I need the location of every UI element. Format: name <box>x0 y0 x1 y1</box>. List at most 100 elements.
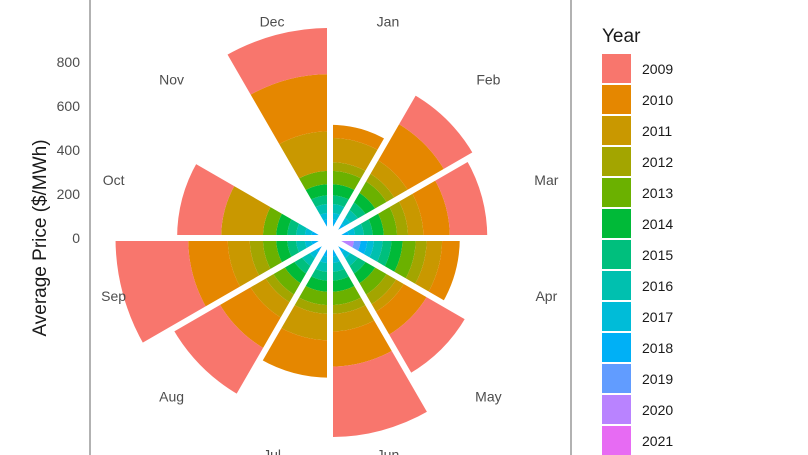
legend-swatch-2017 <box>602 302 631 331</box>
legend-swatch-2010 <box>602 85 631 114</box>
month-label-jan: Jan <box>377 14 400 30</box>
legend-swatch-2015 <box>602 240 631 269</box>
bar-aug-2014 <box>283 259 309 285</box>
y-axis-ticks: 0 200 400 600 800 <box>57 54 81 246</box>
wedge-separator <box>327 37 448 240</box>
legend: Year 2009 2010 2011 2012 2013 2014 2015 2016 201… <box>602 26 673 455</box>
month-label-aug: Aug <box>159 388 184 404</box>
wedge-separator <box>129 235 332 356</box>
bar-feb-2014 <box>351 191 377 217</box>
bar-sep-2009 <box>115 238 208 346</box>
bar-may-2010 <box>373 281 429 337</box>
bar-jun-2014 <box>330 275 357 292</box>
legend-label-2020: 2020 <box>642 402 673 418</box>
bar-jun-2013 <box>330 284 364 306</box>
bar-may-2015 <box>347 255 368 276</box>
legend-label-2019: 2019 <box>642 371 673 387</box>
legend-swatch-2013 <box>602 178 631 207</box>
bar-aug-2011 <box>249 275 293 319</box>
y-tick-800: 800 <box>57 54 81 70</box>
bar-jan-2014 <box>330 184 357 201</box>
legend-label-2009: 2009 <box>642 61 673 77</box>
legend-swatch-2019 <box>602 364 631 393</box>
bar-sep-2012 <box>249 238 272 279</box>
bar-apr-2012 <box>404 238 427 287</box>
legend-items: 2009 2010 2011 2012 2013 2014 2015 2016 2017 2018… <box>602 54 673 455</box>
month-label-jul: Jul <box>263 446 281 455</box>
bar-sep-2011 <box>227 238 261 290</box>
legend-label-2018: 2018 <box>642 340 673 356</box>
wedge-separator <box>129 120 332 241</box>
wedge-separator <box>327 236 448 439</box>
bar-sep-2014 <box>276 238 293 265</box>
bar-jul-2014 <box>303 275 330 292</box>
bar-may-2011 <box>369 277 406 314</box>
bar-apr-2014 <box>383 238 403 275</box>
bar-mar-2010 <box>410 178 450 238</box>
month-label-mar: Mar <box>534 172 558 188</box>
month-label-may: May <box>475 388 501 404</box>
y-axis-label: Average Price ($/MWh) <box>30 139 51 336</box>
legend-swatch-2009 <box>602 54 631 83</box>
bar-jul-2013 <box>296 284 330 306</box>
bar-aug-2010 <box>218 284 284 350</box>
month-label-apr: Apr <box>535 288 557 304</box>
bar-jun-2011 <box>330 303 377 332</box>
bar-jan-2011 <box>330 137 381 173</box>
bar-may-2014 <box>351 259 377 285</box>
bar-apr-2011 <box>413 238 443 295</box>
bar-jun-2010 <box>330 318 395 367</box>
bar-sep-2010 <box>188 238 242 309</box>
wedge-separator <box>212 236 333 439</box>
bar-mar-2009 <box>433 159 488 238</box>
bar-apr-2016 <box>368 238 383 265</box>
legend-swatch-2012 <box>602 147 631 176</box>
legend-label-2016: 2016 <box>642 278 673 294</box>
legend-swatch-2021 <box>602 426 631 455</box>
bar-feb-2010 <box>375 122 446 193</box>
bar-dec-2014 <box>303 184 330 201</box>
bar-mar-2011 <box>397 191 424 238</box>
bar-may-2009 <box>386 294 467 375</box>
legend-label-2013: 2013 <box>642 185 673 201</box>
bar-oct-2014 <box>276 211 293 238</box>
month-labels: Jan Feb Mar Apr May Jun Jul Aug Sep Oct Nov Dec <box>101 14 559 455</box>
bar-may-2012 <box>363 271 398 306</box>
legend-label-2010: 2010 <box>642 92 673 108</box>
bar-jul-2011 <box>278 303 330 341</box>
y-tick-600: 600 <box>57 98 81 114</box>
month-label-dec: Dec <box>260 14 285 30</box>
bar-feb-2015 <box>347 200 368 221</box>
legend-swatch-2014 <box>602 209 631 238</box>
month-label-oct: Oct <box>103 172 125 188</box>
bar-jul-2010 <box>260 326 330 378</box>
bar-apr-2010 <box>427 238 460 303</box>
bar-feb-2013 <box>356 179 389 212</box>
bar-feb-2009 <box>396 94 474 172</box>
bars-group <box>100 8 560 455</box>
legend-label-2011: 2011 <box>642 123 672 139</box>
month-label-feb: Feb <box>476 72 500 88</box>
legend-title: Year <box>602 26 641 47</box>
bar-apr-2015 <box>375 238 392 269</box>
bar-apr-2013 <box>392 238 416 281</box>
legend-label-2017: 2017 <box>642 309 673 325</box>
bar-jan-2010 <box>330 124 387 152</box>
legend-swatch-2018 <box>602 333 631 362</box>
month-label-sep: Sep <box>101 288 126 304</box>
bar-jun-2012 <box>330 296 368 314</box>
legend-label-2015: 2015 <box>642 247 673 263</box>
y-tick-0: 0 <box>72 230 80 246</box>
wedge-separator <box>328 235 531 356</box>
bar-dec-2013 <box>296 170 330 192</box>
bar-may-2013 <box>356 264 389 297</box>
bar-sep-2013 <box>262 238 284 272</box>
bar-aug-2015 <box>292 255 313 276</box>
bar-feb-2011 <box>367 158 410 201</box>
legend-label-2021: 2021 <box>642 433 673 449</box>
month-label-jun: Jun <box>377 446 400 455</box>
bar-aug-2013 <box>271 264 304 297</box>
bar-mar-2013 <box>376 204 398 238</box>
y-tick-400: 400 <box>57 142 81 158</box>
